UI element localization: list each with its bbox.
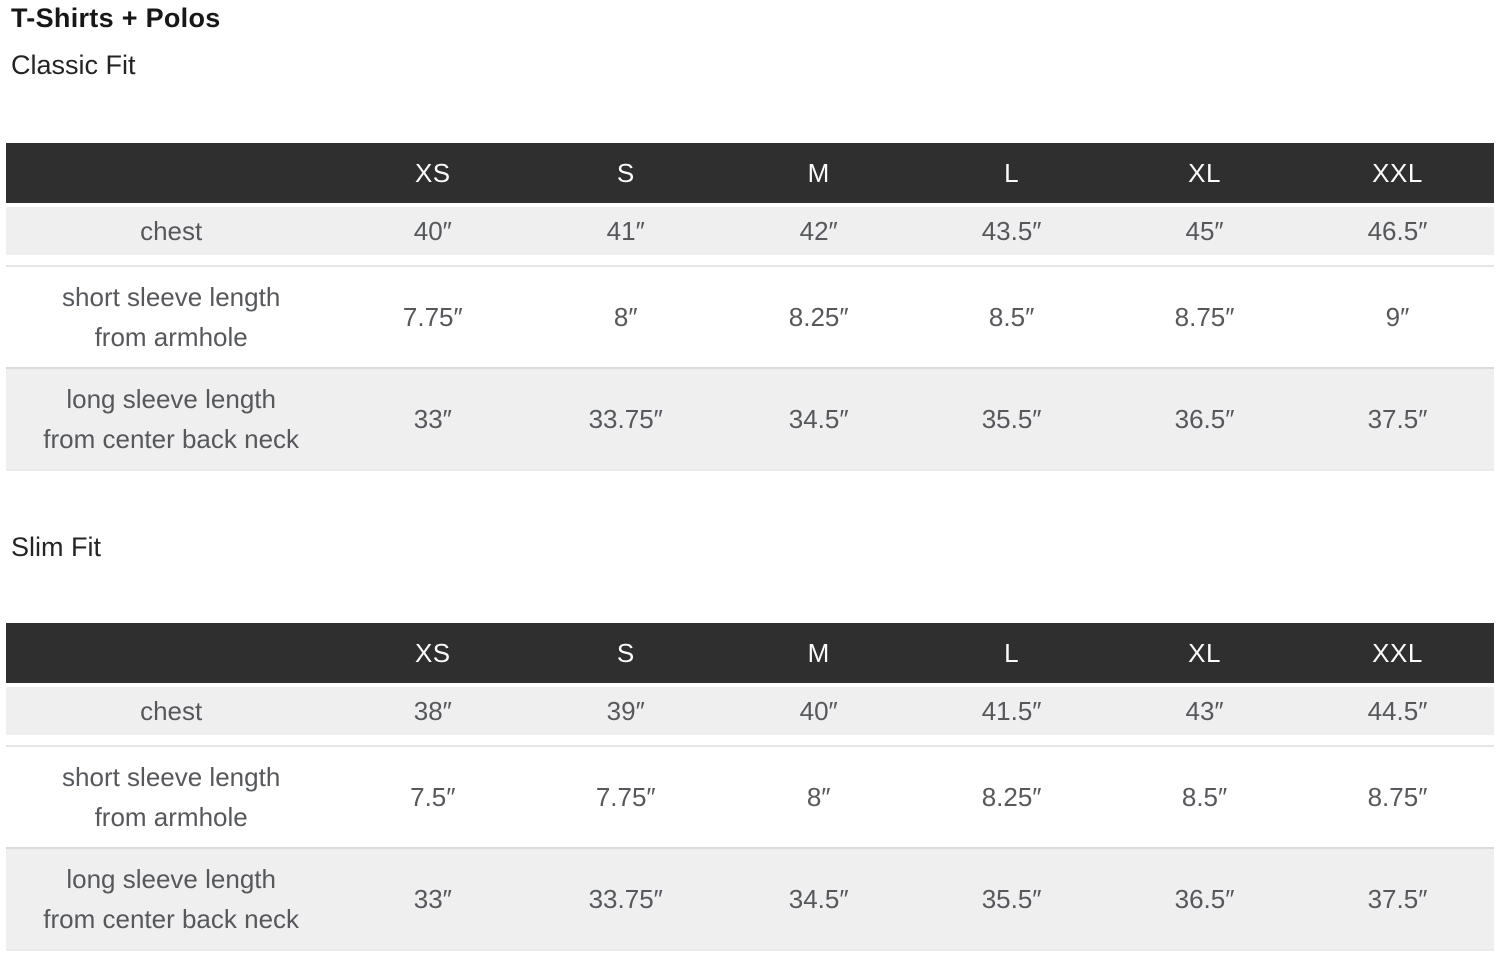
row-label: short sleeve length from armhole	[6, 745, 337, 847]
row-label-line: from center back neck	[43, 904, 300, 934]
header-row: XS S M L XL XXL	[6, 623, 1494, 683]
size-column-header: M	[722, 623, 916, 683]
measurement-value: 7.75″	[336, 265, 530, 367]
measurement-row: chest 40″ 41″ 42″ 43.5″ 45″ 46.5″	[6, 203, 1494, 265]
size-column-header: M	[722, 143, 916, 203]
measurement-value: 44.5″	[1301, 683, 1494, 745]
page-title: T-Shirts + Polos	[11, 3, 221, 33]
measurement-value: 41.5″	[915, 683, 1109, 745]
measurement-value: 36.5″	[1108, 367, 1302, 471]
measurement-value: 45″	[1108, 203, 1302, 265]
label-column-header	[6, 143, 337, 203]
row-label: short sleeve length from armhole	[6, 265, 337, 367]
measurement-value: 8.25″	[915, 745, 1109, 847]
section-slim-fit: Slim Fit XS S M L XL XXL chest 38″ 39″ 40″ 41.5″ 43…	[6, 531, 1494, 951]
row-label-line: long sleeve length	[66, 384, 276, 414]
size-column-header: XXL	[1301, 623, 1494, 683]
row-label-line: long sleeve length	[66, 864, 276, 894]
size-column-header: XL	[1108, 623, 1302, 683]
row-label-line: short sleeve length	[62, 762, 281, 792]
size-column-header: L	[915, 623, 1109, 683]
measurement-row: short sleeve length from armhole 7.75″ 8″ 8.…	[6, 265, 1494, 367]
row-label: chest	[6, 203, 337, 265]
size-column-header: L	[915, 143, 1109, 203]
fit-label-slim: Slim Fit	[11, 532, 101, 562]
measurement-value: 38″	[336, 683, 530, 745]
measurement-value: 8.5″	[1108, 745, 1302, 847]
fit-label-classic: Classic Fit	[11, 50, 136, 80]
measurement-value: 36.5″	[1108, 847, 1302, 951]
label-column-header	[6, 623, 337, 683]
size-column-header: XXL	[1301, 143, 1494, 203]
measurement-value: 33″	[336, 847, 530, 951]
measurement-value: 33.75″	[529, 367, 723, 471]
header-row: XS S M L XL XXL	[6, 143, 1494, 203]
size-table-slim-fit: XS S M L XL XXL chest 38″ 39″ 40″ 41.5″ 43″ 44.5″ sho…	[6, 623, 1494, 951]
measurement-row: long sleeve length from center back neck 3…	[6, 847, 1494, 951]
size-column-header: S	[529, 623, 723, 683]
measurement-value: 35.5″	[915, 367, 1109, 471]
size-column-header: XS	[336, 143, 530, 203]
measurement-value: 8.75″	[1108, 265, 1302, 367]
row-label-line: chest	[140, 696, 203, 726]
measurement-value: 43.5″	[915, 203, 1109, 265]
size-column-header: XS	[336, 623, 530, 683]
row-label: chest	[6, 683, 337, 745]
measurement-value: 37.5″	[1301, 367, 1494, 471]
measurement-value: 7.75″	[529, 745, 723, 847]
measurement-value: 8.5″	[915, 265, 1109, 367]
measurement-value: 40″	[722, 683, 916, 745]
size-column-header: S	[529, 143, 723, 203]
row-label-line: from armhole	[94, 322, 248, 352]
measurement-value: 40″	[336, 203, 530, 265]
measurement-value: 41″	[529, 203, 723, 265]
measurement-value: 8″	[722, 745, 916, 847]
row-label-line: from armhole	[94, 802, 248, 832]
measurement-value: 39″	[529, 683, 723, 745]
measurement-value: 34.5″	[722, 367, 916, 471]
measurement-value: 46.5″	[1301, 203, 1494, 265]
measurement-value: 8.75″	[1301, 745, 1494, 847]
row-label-line: chest	[140, 216, 203, 246]
measurement-value: 34.5″	[722, 847, 916, 951]
row-label: long sleeve length from center back neck	[6, 367, 337, 471]
measurement-value: 42″	[722, 203, 916, 265]
measurement-value: 35.5″	[915, 847, 1109, 951]
section-classic-fit: Classic Fit XS S M L XL XXL chest 40″ 41″ 42″ 43.5…	[6, 49, 1494, 471]
row-label: long sleeve length from center back neck	[6, 847, 337, 951]
measurement-value: 8″	[529, 265, 723, 367]
measurement-value: 8.25″	[722, 265, 916, 367]
size-column-header: XL	[1108, 143, 1302, 203]
measurement-value: 33.75″	[529, 847, 723, 951]
measurement-row: long sleeve length from center back neck 3…	[6, 367, 1494, 471]
measurement-row: short sleeve length from armhole 7.5″ 7.75″…	[6, 745, 1494, 847]
measurement-value: 9″	[1301, 265, 1494, 367]
row-label-line: short sleeve length	[62, 282, 281, 312]
measurement-value: 43″	[1108, 683, 1302, 745]
measurement-value: 33″	[336, 367, 530, 471]
measurement-row: chest 38″ 39″ 40″ 41.5″ 43″ 44.5″	[6, 683, 1494, 745]
measurement-value: 7.5″	[336, 745, 530, 847]
row-label-line: from center back neck	[43, 424, 300, 454]
size-table-classic-fit: XS S M L XL XXL chest 40″ 41″ 42″ 43.5″ 45″ 46.5″ sho…	[6, 143, 1494, 471]
measurement-value: 37.5″	[1301, 847, 1494, 951]
